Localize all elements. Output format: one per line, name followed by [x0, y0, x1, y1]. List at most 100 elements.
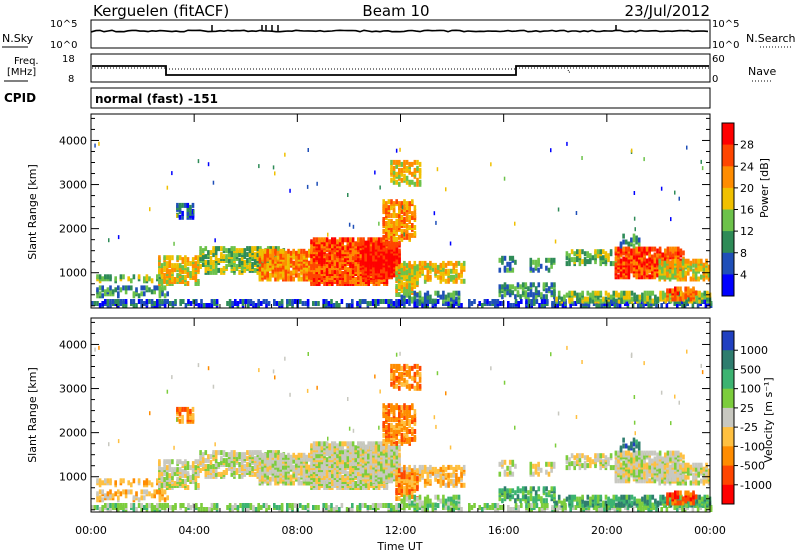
power-cell: [664, 248, 667, 254]
power-cell: [674, 268, 677, 274]
power-cell: [361, 240, 365, 246]
power-cell: [442, 276, 445, 282]
power-cell: [341, 237, 344, 243]
power-cell: [189, 261, 192, 267]
velocity-cell: [181, 461, 185, 467]
power-cell: [628, 298, 631, 304]
velocity-cell: [197, 459, 200, 465]
power-cell: [405, 175, 409, 181]
power-cell: [583, 251, 587, 257]
velocity-cell: [266, 474, 269, 480]
power-cell: [300, 264, 303, 270]
power-cell: [165, 261, 169, 267]
velocity-cell: [269, 456, 272, 462]
velocity-cell: [187, 503, 190, 508]
power-cell: [261, 262, 264, 268]
power-cell: [442, 294, 445, 300]
nsky-trace: [91, 29, 709, 33]
power-cell: [400, 232, 404, 238]
power-cell: [527, 292, 530, 298]
power-cell: [359, 253, 363, 259]
power-cell: [400, 228, 404, 234]
power-cell: [286, 299, 289, 304]
velocity-cell: [186, 485, 190, 490]
power-cell: [666, 258, 669, 264]
power-cell: [418, 161, 422, 167]
power-cell: [364, 277, 368, 282]
power-cell: [150, 299, 154, 304]
power-cell: [519, 284, 522, 290]
power-cell: [191, 202, 195, 208]
velocity-cell: [163, 459, 166, 465]
power-cell: [212, 260, 215, 265]
power-cell: [416, 177, 419, 183]
power-cell: [687, 266, 690, 272]
power-cell: [496, 299, 500, 304]
velocity-cell: [284, 480, 288, 486]
power-cell: [122, 285, 125, 291]
velocity-cell: [199, 468, 202, 473]
velocity-cell: [101, 480, 104, 486]
power-cell: [521, 282, 525, 288]
power-cell: [395, 270, 398, 276]
velocity-cell: [287, 452, 290, 458]
power-cell: [132, 274, 136, 280]
power-cell: [640, 274, 644, 280]
velocity-cell: [533, 503, 536, 508]
power-cell: [503, 255, 507, 261]
power-cell: [380, 258, 383, 264]
power-cell: [643, 266, 646, 272]
power-cell: [410, 270, 414, 276]
power-cell: [387, 205, 391, 211]
velocity-cell: [199, 454, 202, 460]
power-cell: [101, 293, 104, 299]
velocity-cell: [217, 462, 221, 467]
power-cell: [550, 282, 554, 288]
power-cell: [620, 298, 623, 304]
velocity-cell: [336, 443, 339, 449]
power-cell: [299, 299, 302, 304]
velocity-cell: [253, 471, 257, 477]
power-cell: [316, 181, 318, 186]
power-cell: [395, 299, 398, 304]
power-cell: [416, 165, 419, 171]
colorbar-tick-label: 12: [740, 225, 754, 238]
power-cell: [395, 236, 398, 242]
power-cell: [408, 201, 411, 207]
power-cell: [457, 260, 461, 266]
power-cell: [418, 167, 422, 173]
power-cell: [483, 299, 487, 304]
power-cell: [315, 237, 318, 243]
power-cell: [508, 265, 512, 271]
power-cell: [137, 293, 141, 299]
power-cell: [274, 171, 276, 176]
power-cell: [405, 179, 409, 185]
colorbar-tick-label: 8: [740, 247, 747, 260]
velocity-cell: [300, 468, 303, 474]
power-cell: [622, 256, 625, 262]
velocity-cell: [691, 507, 695, 512]
velocity-cell: [191, 406, 195, 412]
power-cell: [449, 274, 453, 280]
velocity-cell: [119, 503, 123, 508]
power-cell: [243, 260, 247, 265]
power-cell: [306, 184, 309, 189]
power-cell: [239, 299, 242, 304]
velocity-cell: [119, 478, 123, 484]
power-cell: [265, 303, 268, 308]
velocity-cell: [98, 495, 102, 501]
power-cell: [271, 258, 275, 264]
power-cell: [537, 267, 540, 273]
velocity-cell: [205, 507, 208, 512]
power-cell: [545, 257, 548, 263]
power-cell: [403, 296, 406, 302]
power-cell: [143, 301, 146, 306]
velocity-cell: [135, 507, 138, 512]
power-cell: [630, 290, 634, 296]
power-cell: [137, 274, 141, 280]
velocity-cell: [98, 489, 102, 495]
power-cell: [596, 290, 600, 296]
power-cell: [578, 261, 582, 267]
power-cell: [405, 211, 409, 217]
